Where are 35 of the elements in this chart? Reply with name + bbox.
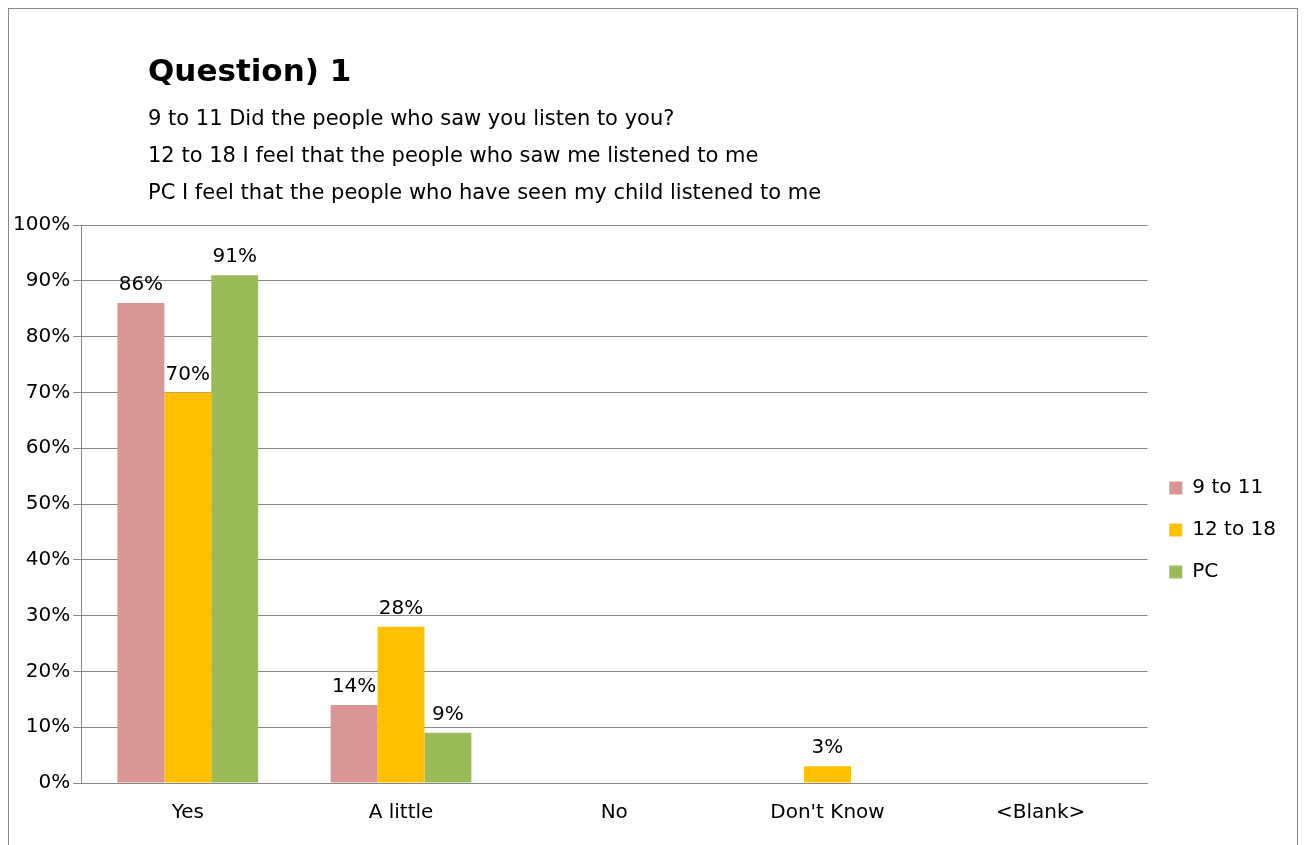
y-tick-label: 80% bbox=[25, 322, 71, 347]
legend-label: 9 to 11 bbox=[1192, 474, 1264, 499]
data-label: 70% bbox=[165, 360, 211, 385]
data-label: 14% bbox=[331, 673, 377, 698]
y-tick-label: 20% bbox=[25, 657, 71, 682]
bar bbox=[211, 275, 259, 783]
chart-subtitle: 9 to 11 Did the people who saw you listen to you? 12 to 18 I feel that the people who saw me listened to me PC I feel that the people who have seen my child listened to me bbox=[148, 105, 822, 206]
bar bbox=[117, 303, 165, 783]
bar bbox=[377, 626, 425, 783]
y-tick-label: 10% bbox=[25, 713, 71, 738]
data-label: 91% bbox=[212, 243, 257, 268]
data-label: 86% bbox=[118, 271, 164, 296]
x-tick-label: Don't Know bbox=[770, 799, 885, 824]
data-label: 3% bbox=[811, 734, 844, 759]
chart-title: Question) 1 bbox=[148, 52, 352, 88]
y-tick-label: 40% bbox=[25, 546, 71, 570]
x-tick-label: No bbox=[600, 799, 628, 824]
y-tick-label: 70% bbox=[25, 378, 71, 403]
y-tick-label: 50% bbox=[25, 490, 71, 515]
bar bbox=[804, 766, 851, 783]
y-tick-label: 60% bbox=[25, 434, 71, 459]
bar bbox=[164, 392, 212, 783]
data-label: 28% bbox=[378, 594, 424, 619]
x-tick-label: A little bbox=[368, 799, 434, 824]
x-tick-label: Yes bbox=[170, 799, 204, 824]
legend-label: 12 to 18 bbox=[1192, 516, 1277, 541]
y-tick-label: 90% bbox=[25, 267, 71, 291]
data-label: 9% bbox=[432, 700, 464, 725]
y-tick-label: 30% bbox=[25, 601, 71, 626]
legend-label: PC bbox=[1192, 558, 1219, 583]
bar bbox=[424, 732, 472, 783]
x-tick-label: <Blank> bbox=[996, 799, 1086, 824]
bar bbox=[330, 704, 378, 783]
y-tick-label: 0% bbox=[38, 769, 71, 794]
y-tick-label: 100% bbox=[12, 211, 71, 236]
